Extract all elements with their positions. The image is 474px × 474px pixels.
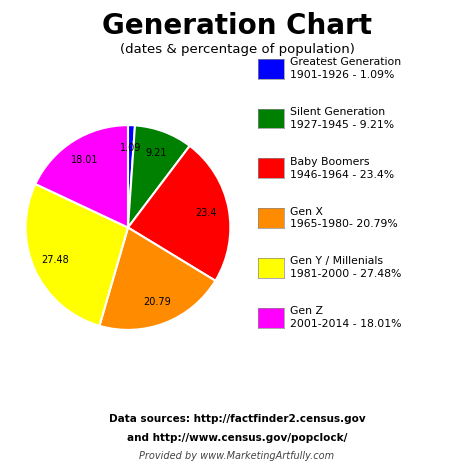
Text: Baby Boomers
1946-1964 - 23.4%: Baby Boomers 1946-1964 - 23.4%: [290, 157, 394, 180]
Wedge shape: [35, 125, 128, 228]
Text: 23.4: 23.4: [196, 208, 217, 218]
Text: Provided by www.MarketingArtfully.com: Provided by www.MarketingArtfully.com: [139, 451, 335, 461]
Wedge shape: [128, 146, 230, 281]
Text: Data sources: http://factfinder2.census.gov: Data sources: http://factfinder2.census.…: [109, 414, 365, 425]
Text: Greatest Generation
1901-1926 - 1.09%: Greatest Generation 1901-1926 - 1.09%: [290, 57, 401, 80]
Text: and http://www.census.gov/popclock/: and http://www.census.gov/popclock/: [127, 433, 347, 444]
Wedge shape: [128, 126, 190, 228]
Text: Gen X
1965-1980- 20.79%: Gen X 1965-1980- 20.79%: [290, 207, 398, 229]
Text: 18.01: 18.01: [72, 155, 99, 165]
Text: 1.09: 1.09: [120, 143, 141, 153]
Text: (dates & percentage of population): (dates & percentage of population): [119, 43, 355, 56]
Text: Silent Generation
1927-1945 - 9.21%: Silent Generation 1927-1945 - 9.21%: [290, 107, 394, 130]
Wedge shape: [100, 228, 215, 330]
Text: Generation Chart: Generation Chart: [102, 12, 372, 40]
Wedge shape: [26, 184, 128, 326]
Text: Gen Z
2001-2014 - 18.01%: Gen Z 2001-2014 - 18.01%: [290, 306, 401, 329]
Text: 27.48: 27.48: [41, 255, 69, 265]
Text: 9.21: 9.21: [145, 148, 167, 158]
Text: Gen Y / Millenials
1981-2000 - 27.48%: Gen Y / Millenials 1981-2000 - 27.48%: [290, 256, 401, 279]
Text: 20.79: 20.79: [143, 297, 171, 307]
Wedge shape: [128, 125, 135, 228]
